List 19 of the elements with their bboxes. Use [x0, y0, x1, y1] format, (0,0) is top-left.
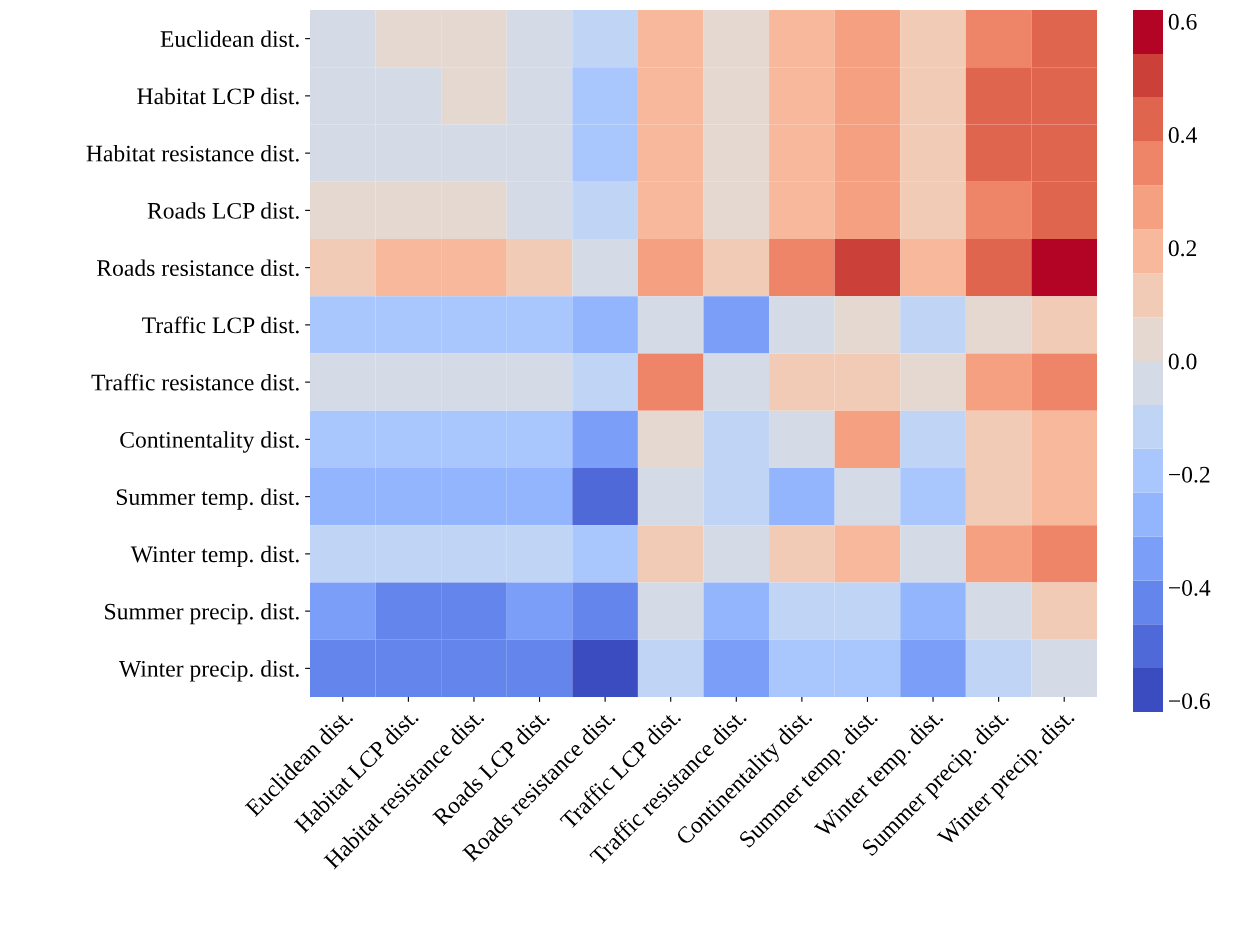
y-tick-label: Euclidean dist.: [160, 30, 299, 48]
y-tick-label: Summer precip. dist.: [105, 602, 299, 625]
color-bar-label: −0.4: [1169, 579, 1211, 596]
y-tick-label: Summer temp. dist.: [116, 488, 299, 510]
y-tick-label: Habitat LCP dist.: [137, 87, 299, 105]
color-bar-label: 0.6: [1168, 13, 1197, 30]
y-tick-label: Continentality dist.: [120, 431, 299, 453]
y-tick-label: Habitat resistance dist.: [86, 144, 299, 162]
color-bar-label: −0.2: [1169, 466, 1210, 483]
color-bar-label: 0.4: [1168, 127, 1198, 144]
color-bar-label: 0.0: [1168, 353, 1197, 370]
y-tick-label: Traffic resistance dist.: [91, 373, 299, 391]
y-tick-label: Roads resistance dist.: [97, 259, 299, 277]
y-tick-label: Winter precip. dist.: [118, 660, 299, 682]
y-tick-label: Traffic LCP dist.: [142, 316, 299, 334]
y-tick-label: Winter temp. dist.: [130, 545, 299, 568]
color-bar-label: 0.2: [1168, 240, 1197, 257]
y-tick-label: Roads LCP dist.: [147, 202, 299, 219]
color-bar-label: −0.6: [1169, 693, 1210, 710]
